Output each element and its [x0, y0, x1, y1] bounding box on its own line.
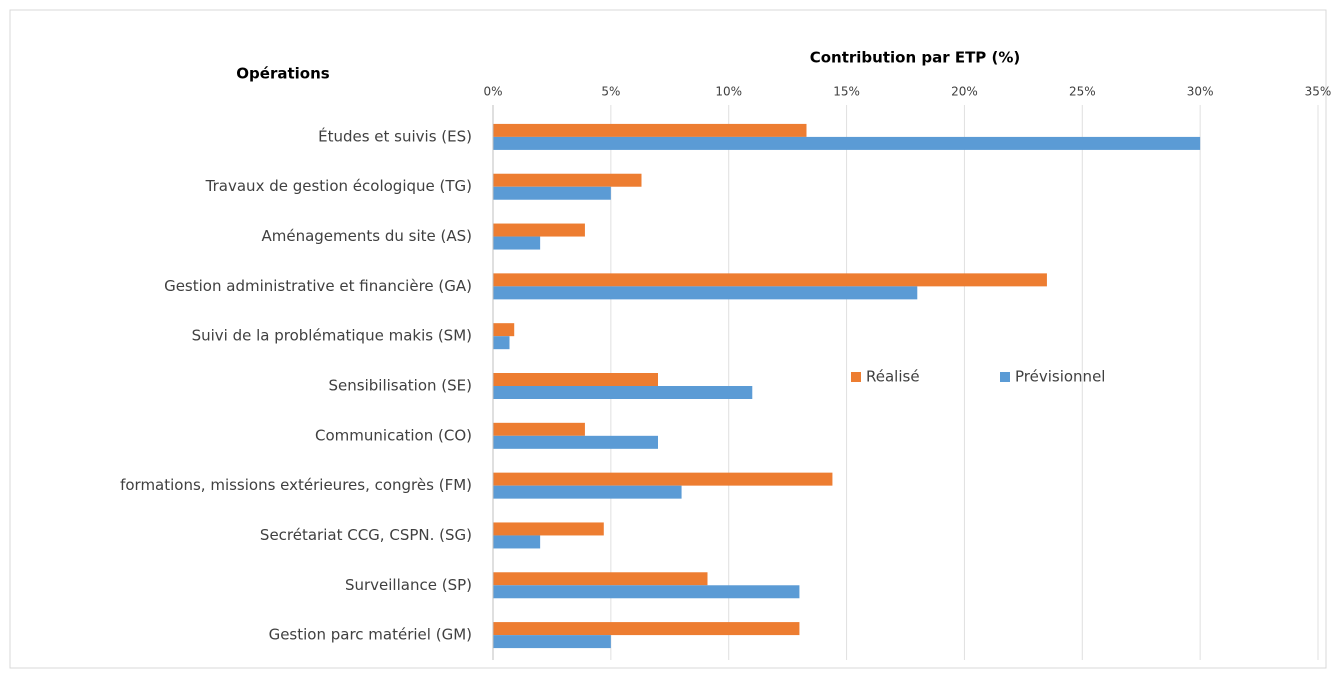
y-tick-label: Communication (CO) — [315, 426, 472, 444]
x-tick-label: 35% — [1305, 85, 1332, 99]
legend-swatch — [851, 372, 861, 382]
chart-border — [9, 9, 1327, 669]
bar — [493, 186, 611, 200]
bar — [493, 336, 510, 350]
bar — [493, 136, 1201, 150]
y-tick-label: Secrétariat CCG, CSPN. (SG) — [260, 526, 472, 544]
bar — [493, 236, 541, 250]
legend-swatch — [1000, 372, 1010, 382]
bar — [493, 535, 541, 549]
category-axis-title: Opérations — [236, 65, 329, 83]
bar — [493, 223, 585, 237]
bar — [493, 422, 585, 436]
bar — [493, 123, 807, 137]
y-tick-label: Gestion parc matériel (GM) — [269, 626, 472, 644]
legend-label: Prévisionnel — [1015, 368, 1105, 386]
bar — [493, 472, 833, 486]
y-tick-label: Gestion administrative et financière (GA… — [164, 277, 472, 295]
bar — [493, 273, 1047, 287]
bar — [493, 286, 918, 300]
y-tick-label: Études et suivis (ES) — [318, 126, 472, 145]
bar — [493, 485, 682, 499]
bar — [493, 373, 658, 386]
x-tick-label: 5% — [601, 85, 620, 99]
bar — [493, 585, 800, 599]
x-tick-label: 10% — [715, 85, 742, 99]
y-tick-label: Aménagements du site (AS) — [261, 227, 472, 245]
bar — [493, 435, 658, 449]
bar — [493, 572, 708, 586]
bar — [493, 386, 753, 399]
bar — [493, 173, 642, 187]
y-tick-label: formations, missions extérieures, congrè… — [120, 476, 472, 494]
chart-title: Contribution par ETP (%) — [810, 49, 1021, 67]
y-tick-label: Travaux de gestion écologique (TG) — [205, 177, 472, 195]
y-tick-label: Sensibilisation (SE) — [329, 377, 472, 395]
bar — [493, 622, 800, 636]
bar — [493, 635, 611, 649]
y-tick-label: Surveillance (SP) — [345, 576, 472, 594]
bar — [493, 323, 515, 337]
x-tick-label: 25% — [1069, 85, 1096, 99]
x-tick-label: 0% — [483, 85, 502, 99]
y-tick-label: Suivi de la problématique makis (SM) — [192, 327, 472, 345]
bar — [493, 522, 604, 536]
x-tick-label: 30% — [1187, 85, 1214, 99]
x-tick-label: 15% — [833, 85, 860, 99]
legend-label: Réalisé — [866, 368, 920, 386]
x-tick-label: 20% — [951, 85, 978, 99]
